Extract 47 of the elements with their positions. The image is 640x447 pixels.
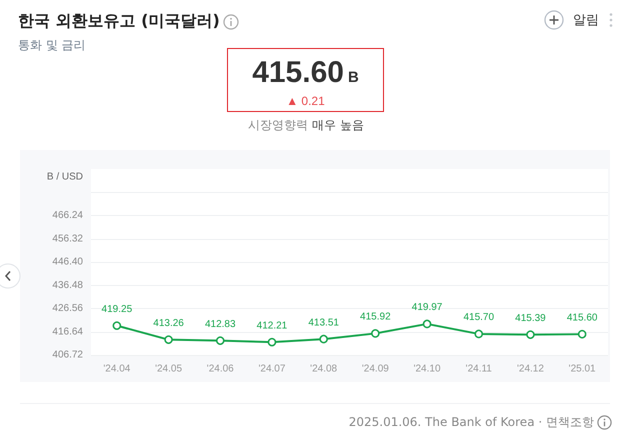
- data-label: 412.83: [204, 318, 236, 330]
- x-tick-label: '24.05: [155, 364, 182, 374]
- point: [578, 330, 586, 338]
- data-label: 419.25: [102, 304, 133, 315]
- y-tick-label: 456.32: [52, 233, 84, 244]
- point: [268, 338, 276, 346]
- point: [526, 330, 535, 339]
- point: [164, 335, 173, 344]
- x-tick-label: '24.11: [466, 364, 492, 374]
- x-tick-label: '24.07: [258, 364, 286, 374]
- y-axis-title: B / USD: [46, 172, 83, 182]
- y-tick-label: 446.40: [52, 256, 84, 268]
- y-tick-label: 436.48: [52, 280, 84, 291]
- data-label: 415.92: [360, 312, 392, 323]
- point: [319, 334, 328, 344]
- point: [112, 321, 122, 330]
- point: [371, 329, 380, 338]
- x-tick-label: '24.08: [310, 364, 338, 374]
- text: B: [348, 69, 359, 86]
- text: 매우 높음: [312, 118, 364, 132]
- point: [474, 330, 483, 338]
- y-tick-label: 466.24: [52, 210, 84, 221]
- data-label: 415.39: [515, 312, 546, 324]
- chart-subtitle: 통화 및 금리: [18, 37, 86, 54]
- data-label: 415.60: [566, 312, 598, 324]
- x-tick-label: '24.09: [362, 364, 390, 374]
- text: 2025.01.06. The Bank of Korea · 면책조항: [348, 414, 594, 431]
- data-label: 412.21: [256, 320, 288, 332]
- text: 415.60: [252, 56, 344, 89]
- text: 알림: [573, 12, 599, 29]
- data-label: 413.26: [153, 318, 184, 329]
- y-tick-label: 426.56: [52, 303, 84, 314]
- data-label: 419.97: [412, 302, 443, 314]
- point: [422, 320, 432, 328]
- data-label: 415.70: [463, 312, 494, 324]
- x-tick-label: '24.06: [206, 364, 234, 374]
- chart-title: 한국 외환보유고 (미국달러): [18, 11, 220, 32]
- text: ▲ 0.21: [285, 94, 326, 108]
- x-tick-label: '25.01: [568, 364, 596, 374]
- x-tick-label: '24.12: [516, 364, 544, 374]
- point: [216, 336, 224, 345]
- y-tick-label: 406.72: [52, 350, 84, 360]
- text: 시장영향력: [248, 118, 308, 132]
- x-tick-label: '24.10: [414, 364, 441, 374]
- x-tick-label: '24.04: [103, 364, 131, 374]
- data-label: 413.51: [308, 317, 340, 328]
- y-tick-label: 416.64: [52, 326, 84, 338]
